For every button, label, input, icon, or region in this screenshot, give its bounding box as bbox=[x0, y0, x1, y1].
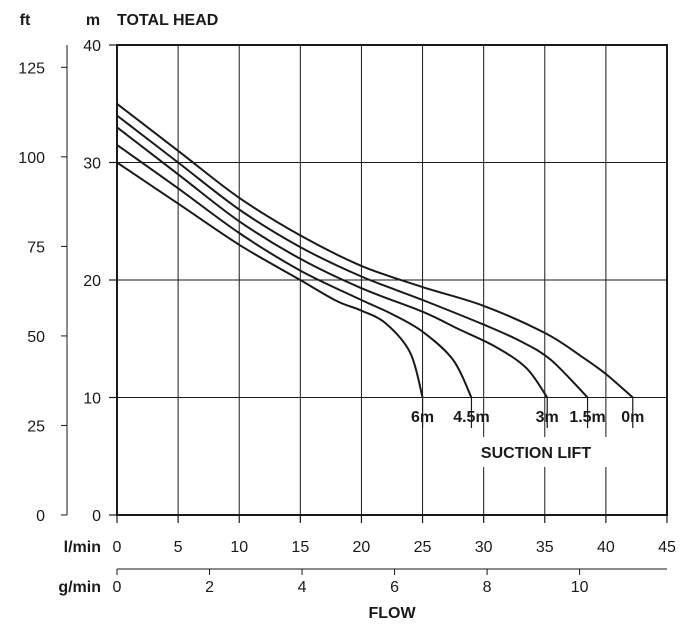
grid-lines bbox=[117, 45, 667, 515]
x-tick-label: 15 bbox=[291, 539, 309, 556]
chart-title: TOTAL HEAD bbox=[117, 12, 218, 29]
series-label-0m: 0m bbox=[621, 409, 644, 426]
ft-tick-label: 125 bbox=[18, 60, 45, 77]
series-curve-1.5m bbox=[116, 114, 589, 399]
y-unit-secondary-label: ft bbox=[20, 12, 31, 29]
series-label-1.5m: 1.5m bbox=[569, 409, 605, 426]
y-unit-primary-label: m bbox=[86, 12, 100, 29]
x-tick-label: 5 bbox=[174, 539, 183, 556]
x-tick-label: 35 bbox=[536, 539, 554, 556]
x-tick-label: 20 bbox=[353, 539, 371, 556]
series-curve-4.5m bbox=[116, 144, 473, 398]
x-tick-label: 45 bbox=[658, 539, 676, 556]
gpm-tick-label: 10 bbox=[571, 579, 589, 596]
series-label-4.5m: 4.5m bbox=[453, 409, 489, 426]
y-tick-label: 30 bbox=[83, 156, 101, 173]
series-curve-6m bbox=[116, 161, 424, 398]
x-tick-label: 10 bbox=[230, 539, 248, 556]
x-axis-title: FLOW bbox=[368, 605, 416, 622]
series-label-6m: 6m bbox=[411, 409, 434, 426]
gpm-tick-label: 4 bbox=[298, 579, 307, 596]
axis-ticks: 0 5 10 15 20 25 30 35 40 450102030400255075100125… bbox=[18, 38, 676, 596]
curves: 0m 1.5m 3m 4.5m 6m bbox=[116, 103, 644, 428]
series-curve-3m bbox=[116, 126, 549, 399]
gpm-tick-label: 0 bbox=[113, 579, 122, 596]
ft-tick-label: 50 bbox=[27, 329, 45, 346]
x-tick-label: 25 bbox=[414, 539, 432, 556]
y-tick-label: 40 bbox=[83, 38, 101, 55]
x-tick-label: 30 bbox=[475, 539, 493, 556]
gpm-tick-label: 8 bbox=[483, 579, 492, 596]
ft-tick-label: 75 bbox=[27, 239, 45, 256]
gpm-tick-label: 6 bbox=[390, 579, 399, 596]
ft-tick-label: 0 bbox=[36, 508, 45, 525]
ft-tick-label: 100 bbox=[18, 150, 45, 167]
x-tick-label: 0 bbox=[113, 539, 122, 556]
series-label-3m: 3m bbox=[536, 409, 559, 426]
x-unit-primary-label: l/min bbox=[64, 539, 101, 556]
y-tick-label: 0 bbox=[92, 508, 101, 525]
ft-tick-label: 25 bbox=[27, 418, 45, 435]
x-tick-label: 40 bbox=[597, 539, 615, 556]
legend-title-backdrop bbox=[459, 437, 614, 467]
legend-title: SUCTION LIFT bbox=[481, 445, 591, 462]
series-curve-0m bbox=[116, 103, 634, 399]
x-unit-secondary-label: g/min bbox=[58, 579, 101, 596]
y-tick-label: 20 bbox=[83, 273, 101, 290]
gpm-tick-label: 2 bbox=[205, 579, 214, 596]
y-tick-label: 10 bbox=[83, 391, 101, 408]
plot-frame bbox=[116, 44, 668, 516]
